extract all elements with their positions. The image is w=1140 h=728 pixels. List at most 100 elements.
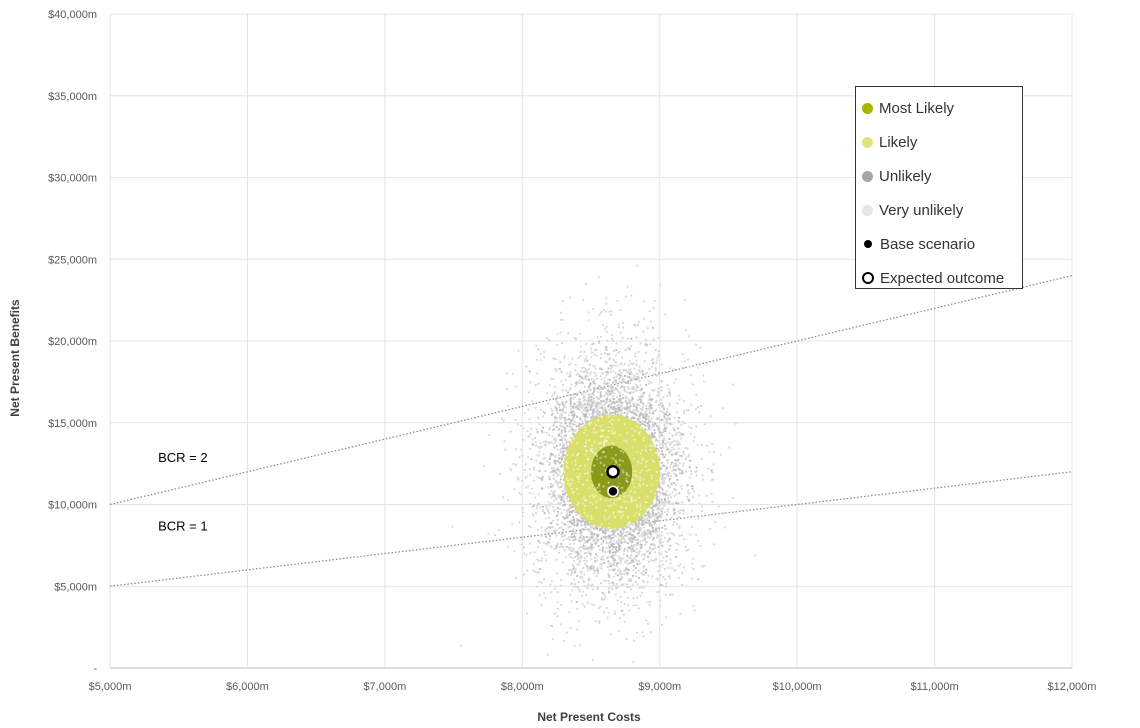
point — [698, 502, 701, 505]
point — [612, 358, 615, 361]
point — [669, 531, 672, 535]
point — [553, 405, 556, 408]
point — [614, 381, 618, 384]
point — [633, 367, 636, 370]
point — [672, 502, 675, 505]
point — [534, 406, 537, 409]
point — [563, 406, 566, 409]
point — [628, 578, 631, 581]
point — [663, 415, 666, 418]
point — [534, 441, 537, 444]
point — [594, 372, 597, 375]
point — [523, 468, 527, 471]
point — [513, 488, 516, 491]
point — [607, 562, 610, 565]
point — [553, 469, 556, 472]
point — [516, 476, 519, 479]
point — [593, 407, 597, 410]
point — [615, 348, 618, 352]
point — [578, 409, 582, 412]
point — [643, 586, 646, 589]
point — [610, 388, 613, 391]
point — [614, 379, 618, 382]
point — [639, 594, 642, 597]
point — [680, 423, 683, 426]
point — [664, 453, 668, 457]
point — [544, 553, 547, 557]
point — [497, 528, 500, 532]
point — [663, 480, 666, 483]
point — [548, 516, 551, 519]
point — [559, 331, 562, 334]
point — [632, 362, 635, 365]
point — [599, 605, 602, 608]
point — [574, 532, 578, 535]
point — [665, 616, 668, 619]
point — [645, 541, 649, 544]
point — [559, 413, 562, 416]
point — [585, 369, 588, 372]
point — [663, 537, 667, 540]
point — [554, 368, 557, 371]
point — [663, 423, 666, 426]
point — [544, 596, 548, 599]
point — [624, 396, 627, 400]
point — [645, 404, 648, 407]
point — [689, 432, 693, 435]
point — [625, 637, 628, 641]
point — [653, 409, 657, 413]
point — [665, 459, 668, 462]
point — [580, 370, 583, 373]
point — [569, 425, 572, 428]
point — [657, 387, 660, 390]
point — [562, 639, 566, 643]
point — [586, 586, 590, 590]
point — [672, 464, 675, 467]
point — [658, 392, 661, 395]
point — [652, 508, 655, 512]
point — [573, 533, 576, 536]
point — [537, 382, 540, 385]
point — [580, 539, 583, 542]
point — [547, 402, 550, 405]
point — [626, 604, 630, 607]
point — [652, 425, 655, 428]
point — [607, 408, 611, 411]
point — [682, 566, 686, 569]
point — [675, 542, 678, 545]
point — [556, 514, 559, 518]
point — [600, 543, 603, 546]
point — [682, 472, 685, 475]
scatter-points — [451, 264, 757, 664]
point — [655, 361, 658, 365]
point — [600, 353, 603, 356]
point — [585, 535, 588, 539]
point — [635, 408, 638, 411]
point — [543, 592, 546, 595]
point — [648, 380, 651, 383]
point — [657, 505, 660, 508]
point — [560, 416, 564, 419]
point — [539, 359, 542, 362]
point — [598, 548, 601, 551]
point — [573, 585, 576, 588]
point — [591, 567, 595, 571]
point — [538, 594, 542, 597]
point — [681, 353, 685, 356]
point — [643, 552, 646, 555]
point — [555, 558, 558, 561]
point — [568, 547, 571, 550]
point — [636, 399, 640, 402]
point — [553, 499, 556, 502]
point — [680, 437, 683, 440]
point — [629, 531, 632, 534]
point — [635, 372, 639, 375]
point — [754, 554, 757, 557]
point — [697, 539, 700, 543]
point — [711, 500, 714, 503]
point — [601, 371, 604, 374]
point — [644, 373, 647, 376]
point — [605, 374, 608, 377]
point — [542, 541, 545, 544]
point — [661, 444, 665, 447]
